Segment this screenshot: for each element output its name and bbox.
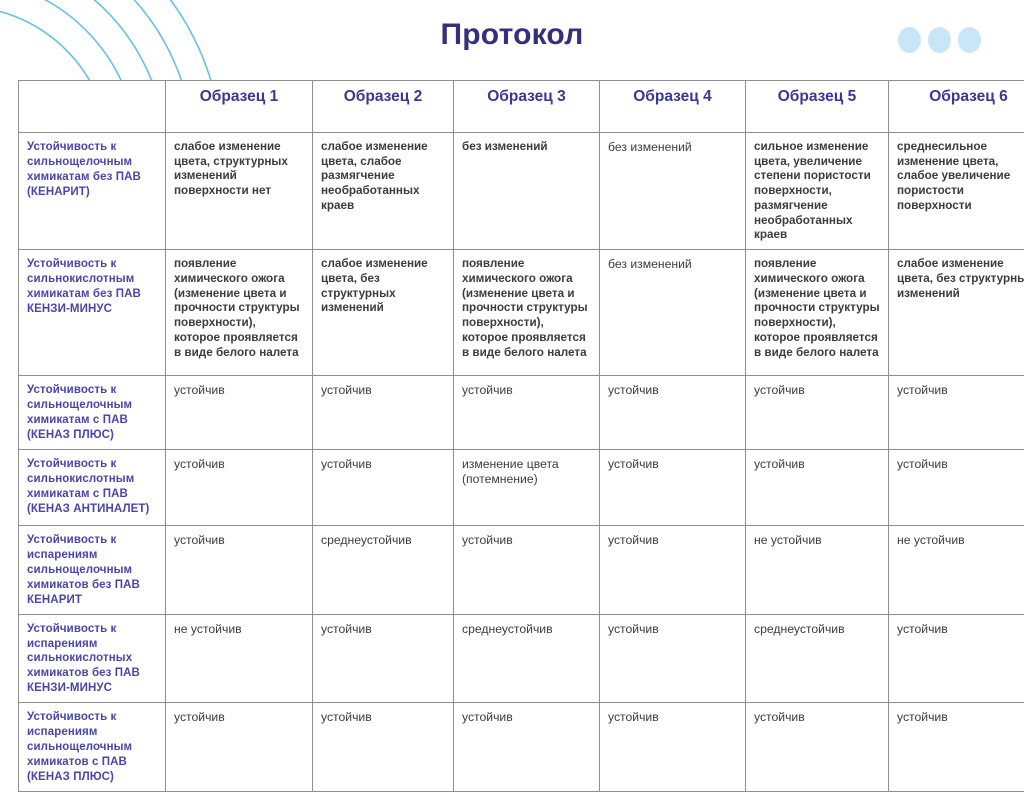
table-body: Устойчивость к сильнощелочным химикатам … (19, 133, 1024, 792)
row-header-label: Устойчивость к сильнощелочным химикатам … (19, 376, 166, 450)
table-cell: устойчив (600, 449, 746, 525)
table-cell: устойчив (313, 376, 454, 450)
table-cell: среднеустойчив (746, 614, 889, 703)
row-header-label: Устойчивость к сильнокислотным химикатам… (19, 449, 166, 525)
table-cell: устойчив (600, 703, 746, 792)
table-cell: не устойчив (166, 614, 313, 703)
table-row: Устойчивость к испарениям сильнокислотны… (19, 614, 1024, 703)
table-row: Устойчивость к сильнощелочным химикатам … (19, 376, 1024, 450)
table-row: Устойчивость к сильнокислотным химикатам… (19, 250, 1024, 376)
table-header-row: Образец 1 Образец 2 Образец 3 Образец 4 … (19, 81, 1024, 133)
table-cell: устойчив (889, 449, 1024, 525)
table-cell: не устойчив (889, 525, 1024, 614)
table-cell: устойчив (166, 449, 313, 525)
column-header-sample-1: Образец 1 (166, 81, 313, 133)
table-header: Образец 1 Образец 2 Образец 3 Образец 4 … (19, 81, 1024, 133)
row-header-label: Устойчивость к сильнощелочным химикатам … (19, 133, 166, 250)
table-corner-cell (19, 81, 166, 133)
table-cell: без изменений (454, 133, 600, 250)
table-cell: не устойчив (746, 525, 889, 614)
table-cell: устойчив (746, 376, 889, 450)
table-cell: слабое изменение цвета, слабое размягчен… (313, 133, 454, 250)
column-header-sample-6: Образец 6 (889, 81, 1024, 133)
table-cell: устойчив (166, 525, 313, 614)
table-cell: без изменений (600, 133, 746, 250)
table-cell: устойчив (313, 703, 454, 792)
table-cell: устойчив (166, 376, 313, 450)
table-cell: среднеустойчив (454, 614, 600, 703)
table-row: Устойчивость к испарениям сильнощелочным… (19, 703, 1024, 792)
table-cell: сильное изменение цвета, увеличение степ… (746, 133, 889, 250)
table-cell: устойчив (454, 525, 600, 614)
table-row: Устойчивость к сильнокислотным химикатам… (19, 449, 1024, 525)
protocol-table: Образец 1 Образец 2 Образец 3 Образец 4 … (18, 80, 1024, 792)
table-cell: устойчив (600, 376, 746, 450)
table-cell: устойчив (166, 703, 313, 792)
table-cell: устойчив (313, 614, 454, 703)
table-cell: слабое изменение цвета, без структурных … (313, 250, 454, 376)
column-header-sample-4: Образец 4 (600, 81, 746, 133)
table-cell: появление химического ожога (изменение ц… (166, 250, 313, 376)
table-cell: слабое изменение цвета, без структурных … (889, 250, 1024, 376)
table-cell: устойчив (889, 703, 1024, 792)
table-cell: появление химического ожога (изменение ц… (454, 250, 600, 376)
table-cell: слабое изменение цвета, структурных изме… (166, 133, 313, 250)
table-cell: среднесильное изменение цвета, слабое ув… (889, 133, 1024, 250)
table-cell: устойчив (454, 703, 600, 792)
table-row: Устойчивость к сильнощелочным химикатам … (19, 133, 1024, 250)
table-cell: устойчив (600, 614, 746, 703)
row-header-label: Устойчивость к сильнокислотным химикатам… (19, 250, 166, 376)
table-cell: среднеустойчив (313, 525, 454, 614)
table-cell: устойчив (313, 449, 454, 525)
table-cell: устойчив (600, 525, 746, 614)
row-header-label: Устойчивость к испарениям сильнощелочным… (19, 525, 166, 614)
table-cell: без изменений (600, 250, 746, 376)
table-cell: устойчив (889, 614, 1024, 703)
table-cell: устойчив (889, 376, 1024, 450)
table-cell: устойчив (746, 703, 889, 792)
table-cell: появление химического ожога (изменение ц… (746, 250, 889, 376)
column-header-sample-3: Образец 3 (454, 81, 600, 133)
row-header-label: Устойчивость к испарениям сильнокислотны… (19, 614, 166, 703)
table-cell: устойчив (454, 376, 600, 450)
page-title: Протокол (0, 18, 1024, 52)
table-row: Устойчивость к испарениям сильнощелочным… (19, 525, 1024, 614)
protocol-table-container: Образец 1 Образец 2 Образец 3 Образец 4 … (18, 80, 1024, 792)
table-cell: устойчив (746, 449, 889, 525)
column-header-sample-5: Образец 5 (746, 81, 889, 133)
row-header-label: Устойчивость к испарениям сильнощелочным… (19, 703, 166, 792)
table-cell: изменение цвета (потемнение) (454, 449, 600, 525)
column-header-sample-2: Образец 2 (313, 81, 454, 133)
